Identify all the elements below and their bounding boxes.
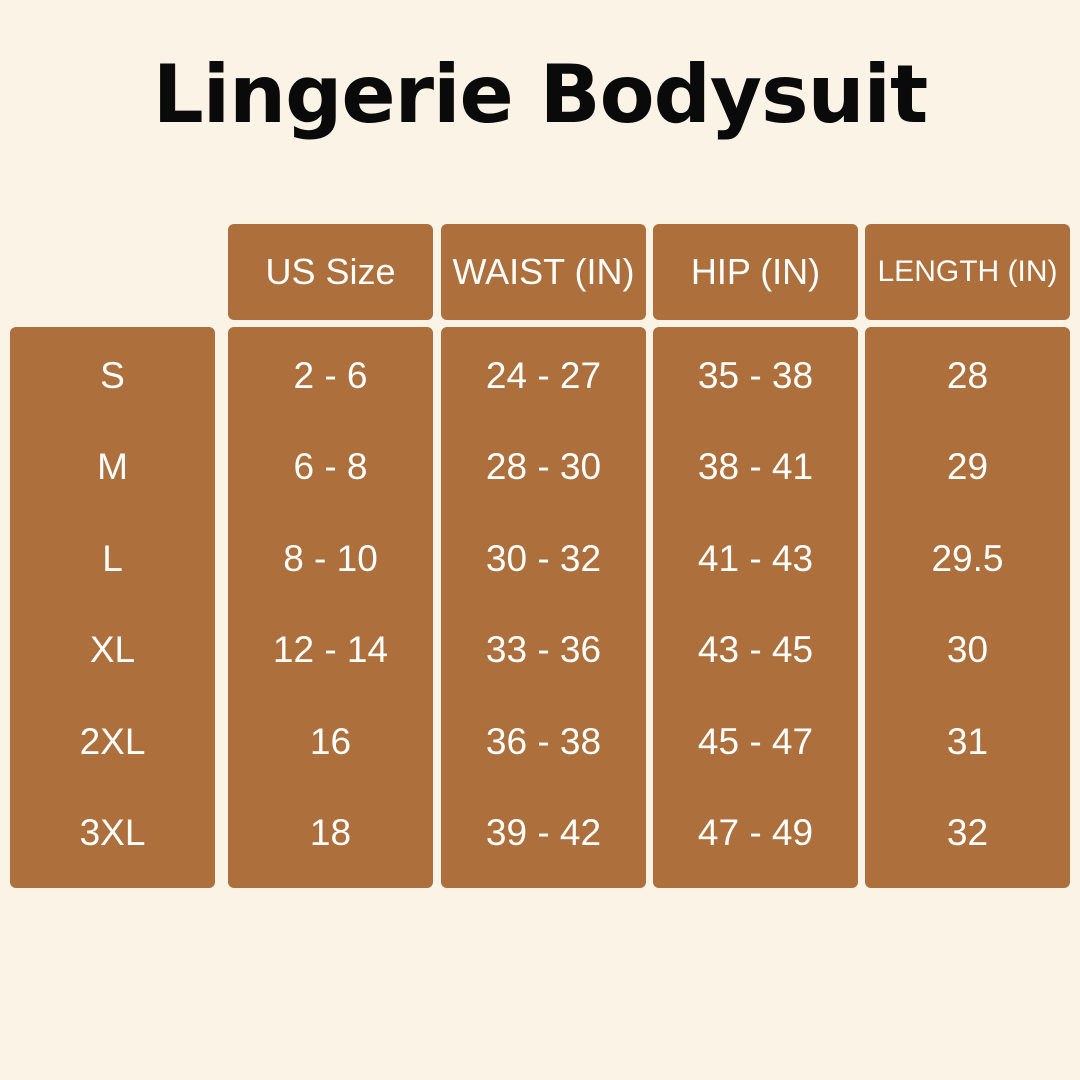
title: Lingerie Bodysuit: [152, 48, 928, 141]
column-box: [10, 327, 215, 888]
table-cell: 18: [309, 812, 352, 853]
table-cell: 41 - 43: [697, 537, 814, 579]
table-cell: 12 - 14: [272, 629, 389, 671]
size-label: XL: [89, 629, 136, 671]
table-cell: 28 - 30: [485, 446, 602, 488]
size-label: L: [102, 537, 123, 579]
size-label: S: [100, 355, 125, 396]
header-cell: US Size: [265, 251, 396, 292]
header-box: [228, 224, 433, 320]
table-cell: 45 - 47: [697, 720, 814, 762]
header-box: [865, 224, 1070, 320]
table-cell: 33 - 36: [485, 629, 602, 671]
table-cell: 6 - 8: [293, 446, 368, 488]
header-box: [653, 224, 858, 320]
size-label: 2XL: [79, 720, 146, 762]
size-label: 3XL: [79, 812, 146, 853]
table-cell: 30 - 32: [485, 537, 602, 579]
table-cell: 16: [309, 720, 352, 762]
header-cell: HIP (IN): [690, 251, 821, 292]
table-cell: 30: [946, 629, 989, 671]
size-label: M: [97, 446, 128, 488]
header-cell: WAIST (IN): [452, 251, 635, 292]
table-cell: 36 - 38: [485, 720, 602, 762]
table-cell: 31: [946, 720, 989, 762]
table-cell: 28: [946, 355, 989, 396]
column-box: [653, 327, 858, 888]
table-cell: 29: [946, 446, 989, 488]
table-cell: 39 - 42: [485, 812, 602, 853]
table-cell: 35 - 38: [697, 355, 814, 396]
table-cell: 32: [946, 812, 989, 853]
table-cell: 43 - 45: [697, 629, 814, 671]
table-cell: 47 - 49: [697, 812, 814, 853]
column-box: [865, 327, 1070, 888]
header-cell: LENGTH (IN): [877, 255, 1058, 288]
column-box: [441, 327, 646, 888]
table-cell: 29.5: [931, 537, 1004, 579]
table-cell: 2 - 6: [293, 355, 368, 396]
column-box: [228, 327, 433, 888]
table-cell: 38 - 41: [697, 446, 814, 488]
table-cell: 8 - 10: [283, 537, 378, 579]
table-cell: 24 - 27: [485, 355, 602, 396]
header-box: [441, 224, 646, 320]
